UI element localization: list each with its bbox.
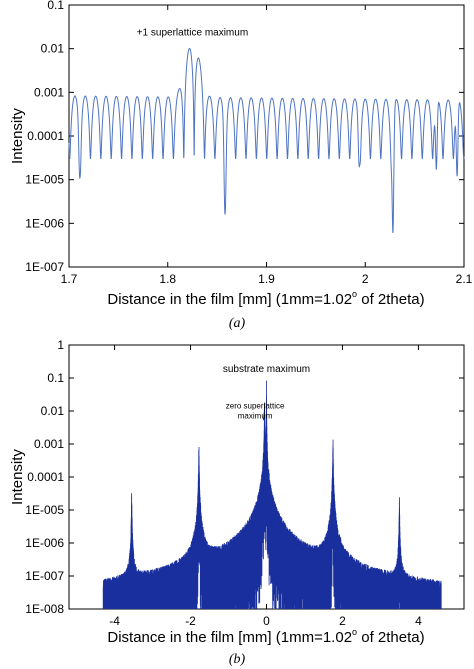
chart-b-x-axis-label-main: Distance in the film [mm] (1mm=1.02: [107, 629, 352, 646]
chart-b-x-axis-label-tail: of 2theta): [357, 629, 425, 646]
a-y-tick-label: 1E-007: [25, 260, 64, 274]
chart-b-annotation-zero-superlattice: zero superlattice: [226, 401, 285, 410]
chart-a-annotation-superlattice: +1 superlattice maximum: [137, 28, 248, 39]
a-x-tick-label: 2: [362, 272, 369, 286]
chart-a-series-line: [68, 47, 465, 234]
a-y-tick-label: 0.01: [41, 42, 65, 56]
chart-a-y-ticks: 0.1 0.01 0.001 0.0001 1E-005 1E-006 1E-007: [25, 0, 464, 274]
chart-a-subfigure-label: (a): [229, 316, 246, 331]
a-y-tick-label: 0.001: [34, 85, 64, 99]
chart-b-annotation-substrate: substrate maximum: [223, 364, 310, 375]
b-x-tick-label: 4: [415, 614, 422, 628]
b-y-tick-label: 1E-007: [25, 569, 64, 583]
b-x-tick-label: -4: [109, 614, 120, 628]
chart-a-x-axis-label-main: Distance in the film [mm] (1mm=1.02: [107, 291, 352, 308]
chart-b-annotation-leader: [263, 403, 266, 421]
chart-b-annotation-zero-superlattice-2: maximum: [238, 411, 273, 420]
chart-a: 0.1 0.01 0.001 0.0001 1E-005 1E-006 1E-007 1.7…: [9, 0, 473, 331]
chart-a-x-axis-label-tail: of 2theta): [357, 291, 425, 308]
b-y-tick-label: 1: [57, 338, 64, 352]
a-y-tick-label: 1E-005: [25, 173, 64, 187]
chart-a-x-axis-label: Distance in the film [mm] (1mm=1.02o of …: [107, 289, 424, 308]
a-y-tick-label: 0.1: [47, 0, 64, 12]
chart-b-subfigure-label: (b): [229, 652, 246, 667]
b-y-tick-label: 0.01: [41, 404, 65, 418]
a-x-tick-label: 1.7: [61, 272, 78, 286]
chart-b-y-axis-label: Intensity: [9, 449, 26, 505]
chart-a-x-axis-label-degree: o: [352, 289, 357, 299]
a-y-tick-label: 0.0001: [27, 129, 64, 143]
b-x-tick-label: 0: [263, 614, 270, 628]
a-x-tick-label: 2.1: [456, 272, 473, 286]
b-y-tick-label: 1E-005: [25, 503, 64, 517]
chart-a-x-ticks: 1.7 1.8 1.9 2 2.1: [61, 5, 473, 286]
a-y-tick-label: 1E-006: [25, 216, 64, 230]
chart-b: 1 0.1 0.01 0.001 0.0001 1E-005 1E-006 1E-007 1E-…: [9, 338, 465, 667]
chart-b-x-axis-label: Distance in the film [mm] (1mm=1.02o of …: [107, 627, 424, 646]
chart-b-series-line: [102, 380, 442, 610]
b-y-tick-label: 0.1: [47, 371, 64, 385]
b-y-tick-label: 1E-008: [25, 602, 64, 616]
b-y-tick-label: 0.0001: [27, 470, 64, 484]
chart-b-x-axis-label-degree: o: [352, 627, 357, 637]
chart-b-y-ticks: 1 0.1 0.01 0.001 0.0001 1E-005 1E-006 1E-007 1E-…: [25, 338, 464, 616]
b-y-tick-label: 0.001: [34, 437, 64, 451]
a-x-tick-label: 1.8: [159, 272, 176, 286]
a-x-tick-label: 1.9: [258, 272, 275, 286]
chart-a-y-axis-label: Intensity: [9, 108, 26, 164]
chart-a-plot-area: [68, 4, 465, 268]
b-x-tick-label: 2: [339, 614, 346, 628]
b-y-tick-label: 1E-006: [25, 536, 64, 550]
b-x-tick-label: -2: [185, 614, 196, 628]
